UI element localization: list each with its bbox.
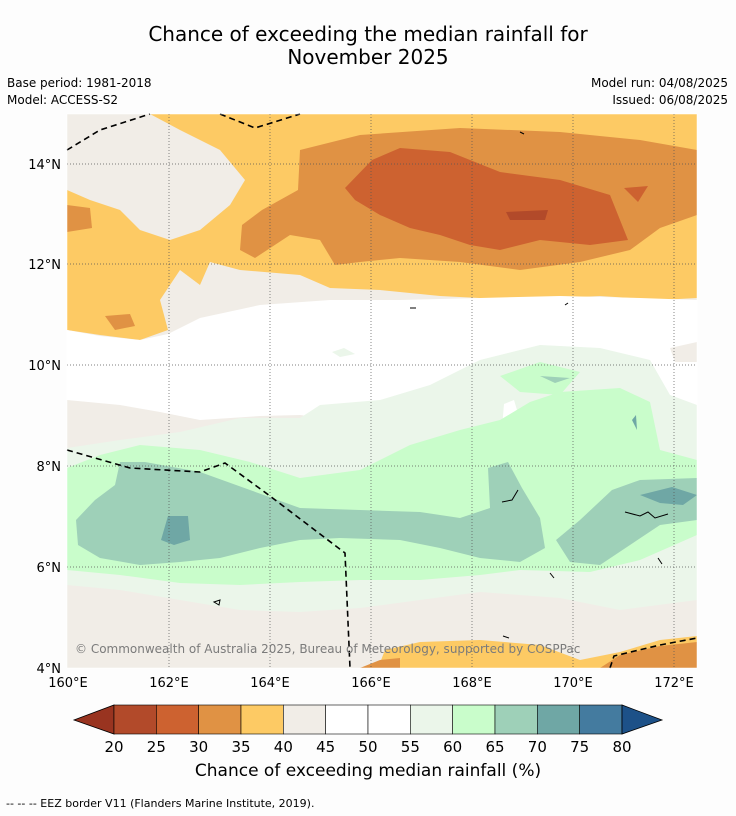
colorbar-segment bbox=[113, 704, 157, 735]
colorbar-tick-label: 55 bbox=[401, 738, 420, 756]
lon-label: 172°E bbox=[654, 676, 694, 691]
rainfall-map: © Commonwealth of Australia 2025, Bureau… bbox=[28, 113, 698, 756]
colorbar-tick-label: 75 bbox=[570, 738, 589, 756]
eez-border bbox=[66, 113, 698, 669]
colorbar-low-extension bbox=[72, 704, 115, 735]
latitude-labels: 4°N 6°N 8°N 10°N 12°N 14°N bbox=[28, 158, 61, 677]
colorbar-tick-label: 70 bbox=[528, 738, 547, 756]
base-period: Base period: 1981-2018 bbox=[7, 76, 152, 90]
colorbar-tick-label: 80 bbox=[612, 738, 631, 756]
islands bbox=[212, 131, 669, 639]
colorbar-segment bbox=[537, 704, 580, 735]
colorbar-tick-label: 60 bbox=[443, 738, 462, 756]
lat-label: 14°N bbox=[28, 158, 61, 173]
eez-footnote: -- -- -- EEZ border V11 (Flanders Marine… bbox=[6, 797, 315, 810]
map-title-line1: Chance of exceeding the median rainfall … bbox=[148, 22, 588, 46]
lon-label: 160°E bbox=[48, 676, 88, 691]
map-title-line2: November 2025 bbox=[287, 45, 449, 69]
lon-label: 164°E bbox=[250, 676, 290, 691]
lat-label: 6°N bbox=[37, 561, 62, 576]
colorbar-segment bbox=[579, 704, 623, 735]
lon-label: 170°E bbox=[553, 676, 593, 691]
lat-label: 8°N bbox=[37, 460, 62, 475]
colorbar-segment bbox=[452, 704, 496, 735]
map-frame bbox=[66, 113, 698, 669]
lon-label: 162°E bbox=[149, 676, 189, 691]
colorbar-tick-label: 65 bbox=[485, 738, 504, 756]
model-name: Model: ACCESS-S2 bbox=[7, 93, 119, 107]
model-run-date: Model run: 04/08/2025 bbox=[590, 76, 728, 90]
colorbar-tick-label: 25 bbox=[147, 738, 166, 756]
colorbar-segment bbox=[410, 704, 453, 735]
copyright-text: © Commonwealth of Australia 2025, Bureau… bbox=[75, 642, 580, 656]
colorbar-tick-label: 50 bbox=[358, 738, 377, 756]
colorbar-segment bbox=[494, 704, 538, 735]
colorbar-title: Chance of exceeding median rainfall (%) bbox=[194, 761, 542, 781]
colorbar-tick-label: 45 bbox=[316, 738, 335, 756]
colorbar-segment bbox=[367, 704, 411, 735]
issued-date: Issued: 06/08/2025 bbox=[612, 93, 728, 107]
lat-label: 4°N bbox=[37, 662, 62, 677]
longitude-labels: 160°E 162°E 164°E 166°E 168°E 170°E 172°… bbox=[48, 676, 694, 691]
colorbar-segment bbox=[325, 704, 369, 735]
graticule bbox=[67, 114, 697, 668]
colorbar-tick-label: 30 bbox=[189, 738, 208, 756]
colorbar-segment bbox=[198, 704, 242, 735]
lat-label: 12°N bbox=[28, 258, 61, 273]
lon-label: 166°E bbox=[351, 676, 391, 691]
colorbar: 20 25 30 35 40 45 50 55 60 65 70 75 80 bbox=[72, 704, 664, 756]
colorbar-tick-label: 20 bbox=[104, 738, 123, 756]
probability-field bbox=[67, 114, 697, 668]
colorbar-segment bbox=[240, 704, 284, 735]
colorbar-tick-label: 40 bbox=[274, 738, 293, 756]
colorbar-segment bbox=[156, 704, 199, 735]
lat-label: 10°N bbox=[28, 359, 61, 374]
colorbar-high-extension bbox=[621, 704, 664, 735]
colorbar-tick-label: 35 bbox=[231, 738, 250, 756]
lon-label: 168°E bbox=[452, 676, 492, 691]
colorbar-segment bbox=[283, 704, 326, 735]
